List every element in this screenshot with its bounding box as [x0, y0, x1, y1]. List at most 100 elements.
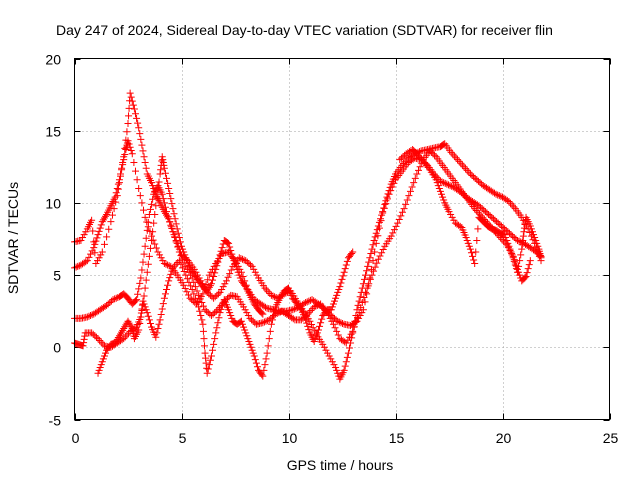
data-point-marker	[138, 306, 146, 314]
data-point-marker	[83, 313, 91, 321]
data-point-marker	[237, 254, 245, 262]
data-point-marker	[100, 352, 108, 360]
data-point-marker	[174, 229, 182, 237]
data-point-marker	[123, 331, 131, 339]
data-point-marker	[354, 313, 362, 321]
x-axis-label: GPS time / hours	[287, 457, 394, 473]
data-point-marker	[90, 244, 98, 252]
data-point-marker	[350, 323, 358, 331]
data-point-marker	[265, 335, 273, 343]
data-point-marker	[413, 150, 421, 158]
data-point-marker	[203, 369, 211, 377]
data-point-marker	[191, 283, 199, 291]
data-point-marker	[218, 302, 226, 310]
data-point-marker	[311, 335, 319, 343]
data-point-marker	[436, 187, 444, 195]
data-point-marker	[149, 228, 157, 236]
data-point-marker	[94, 231, 102, 239]
data-point-marker	[228, 250, 236, 258]
data-point-marker	[318, 315, 326, 323]
x-tick-label: 10	[282, 430, 298, 446]
data-point-marker	[141, 284, 149, 292]
data-point-marker	[444, 181, 452, 189]
data-point-marker	[118, 328, 126, 336]
data-point-marker	[118, 164, 126, 172]
data-point-marker	[153, 194, 161, 202]
data-point-marker	[246, 314, 254, 322]
data-point-marker	[213, 324, 221, 332]
data-point-marker	[415, 166, 423, 174]
data-point-marker	[215, 254, 223, 262]
data-point-marker	[327, 306, 335, 314]
data-point-marker	[411, 174, 419, 182]
data-point-marker	[160, 294, 168, 302]
data-point-marker	[234, 268, 242, 276]
data-point-marker	[126, 89, 134, 97]
data-point-marker	[106, 299, 114, 307]
data-point-marker	[179, 264, 187, 272]
data-point-marker	[226, 270, 234, 278]
data-point-marker	[136, 319, 144, 327]
data-point-marker	[125, 104, 133, 112]
data-point-marker	[449, 150, 457, 158]
data-point-marker	[133, 176, 141, 184]
data-point-marker	[250, 265, 258, 273]
data-point-marker	[466, 245, 474, 253]
data-point-marker	[228, 314, 236, 322]
data-point-marker	[313, 329, 321, 337]
data-point-marker	[376, 252, 384, 260]
data-point-marker	[249, 317, 257, 325]
data-point-marker	[167, 195, 175, 203]
data-point-marker	[365, 280, 373, 288]
data-point-marker	[109, 296, 117, 304]
data-point-marker	[332, 294, 340, 302]
data-point-marker	[448, 213, 456, 221]
data-point-marker	[405, 192, 413, 200]
data-point-marker	[231, 260, 239, 268]
data-point-marker	[177, 260, 185, 268]
data-point-marker	[307, 306, 315, 314]
data-point-marker	[400, 205, 408, 213]
data-point-marker	[120, 335, 128, 343]
data-point-marker	[488, 213, 496, 221]
data-point-marker	[458, 161, 466, 169]
data-point-marker	[80, 335, 88, 343]
data-point-marker	[130, 105, 138, 113]
data-point-marker	[161, 290, 169, 298]
data-point-marker	[126, 321, 134, 329]
data-point-marker	[320, 343, 328, 351]
data-point-marker	[383, 195, 391, 203]
data-point-marker	[296, 304, 304, 312]
data-point-marker	[202, 354, 210, 362]
data-point-marker	[510, 257, 518, 265]
data-point-marker	[358, 299, 366, 307]
data-point-marker	[93, 234, 101, 242]
data-point-marker	[507, 231, 515, 239]
data-point-marker	[439, 193, 447, 201]
data-point-marker	[495, 192, 503, 200]
data-point-marker	[329, 300, 337, 308]
data-point-marker	[253, 363, 261, 371]
data-point-marker	[268, 316, 276, 324]
data-point-marker	[396, 156, 404, 164]
data-point-marker	[143, 268, 151, 276]
data-point-marker	[108, 211, 116, 219]
data-point-marker	[131, 110, 139, 118]
data-point-marker	[183, 275, 191, 283]
data-point-marker	[219, 283, 227, 291]
data-point-marker	[483, 209, 491, 217]
data-point-marker	[440, 179, 448, 187]
data-point-marker	[494, 191, 502, 199]
data-point-marker	[211, 293, 219, 301]
data-point-marker	[436, 177, 444, 185]
data-point-marker	[363, 284, 371, 292]
data-point-marker	[342, 261, 350, 269]
data-point-marker	[159, 257, 167, 265]
y-tick-label: 5	[53, 268, 61, 284]
data-point-marker	[100, 214, 108, 222]
data-point-marker	[179, 245, 187, 253]
data-point-marker	[97, 361, 105, 369]
data-point-marker	[97, 251, 105, 259]
data-point-marker	[503, 236, 511, 244]
data-point-marker	[262, 317, 270, 325]
